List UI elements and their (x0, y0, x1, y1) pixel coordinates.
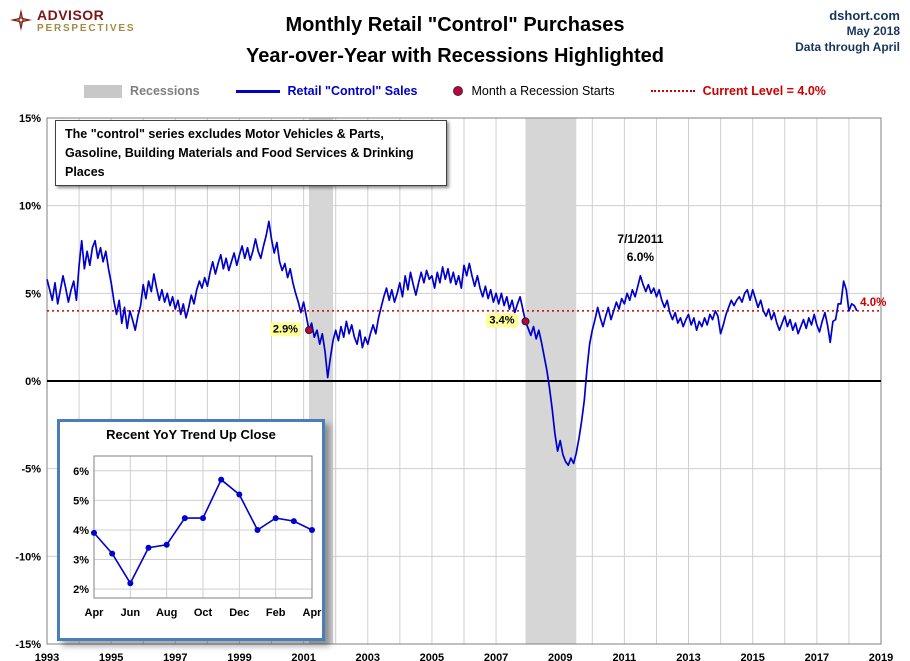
legend-recessions-label: Recessions (130, 84, 200, 98)
svg-text:2015: 2015 (740, 652, 764, 661)
svg-text:-15%: -15% (15, 639, 41, 651)
legend-recession-start-label: Month a Recession Starts (471, 84, 615, 98)
title-line-1: Monthly Retail "Control" Purchases (285, 14, 625, 36)
svg-text:-5%: -5% (21, 464, 41, 476)
legend-current-level-label: Current Level = 4.0% (702, 84, 826, 98)
svg-text:Dec: Dec (229, 607, 249, 619)
main-chart-svg: 1993 1995 1997 1999 2001 2003 2005 2007 2009 2011… (15, 113, 893, 661)
svg-text:Oct: Oct (194, 607, 213, 619)
inset-chart-svg: 6% 5% 4% 3% 2% Apr Jun Aug Oct Dec Feb Apr (73, 455, 322, 619)
legend-retail-label: Retail "Control" Sales (287, 84, 418, 98)
svg-text:2%: 2% (73, 584, 89, 596)
logo-advisor-text: ADVISOR (37, 7, 105, 23)
svg-text:-10%: -10% (15, 551, 41, 563)
svg-text:15%: 15% (19, 113, 41, 125)
svg-text:5%: 5% (25, 288, 41, 300)
peak-date: 7/1/2011 (617, 231, 664, 246)
svg-text:Jun: Jun (121, 607, 141, 619)
svg-text:2005: 2005 (420, 652, 444, 661)
legend-recessions: Recessions (84, 84, 200, 98)
svg-text:2009: 2009 (548, 652, 572, 661)
svg-text:5%: 5% (73, 495, 89, 507)
svg-text:1997: 1997 (163, 652, 187, 661)
source-site: dshort.com (829, 8, 900, 23)
title-line-2: Year-over-Year with Recessions Highlight… (246, 45, 664, 67)
dotted-line-swatch-icon (650, 90, 695, 92)
source-block: dshort.com May 2018 Data through April (795, 8, 900, 55)
red-dot-swatch-icon (453, 86, 464, 96)
compass-icon (10, 9, 32, 36)
inset-chart-panel: Recent YoY Trend Up Close 6% 5% 4% 3% 2% Apr J… (57, 419, 325, 641)
svg-text:0%: 0% (25, 376, 41, 388)
svg-text:1995: 1995 (99, 652, 123, 661)
current-level-value-label: 4.0% (860, 296, 887, 309)
control-series-note: The "control" series excludes Motor Vehi… (55, 120, 447, 187)
svg-text:10%: 10% (19, 201, 41, 213)
peak-2011-annotation: 7/1/2011 6.0% (617, 230, 663, 266)
source-date: May 2018 (846, 24, 900, 38)
advisor-perspectives-logo: ADVISOR PERSPECTIVES (10, 7, 136, 36)
svg-text:2019: 2019 (869, 652, 893, 661)
svg-text:Apr: Apr (303, 607, 322, 619)
legend-current-level: Current Level = 4.0% (650, 84, 826, 98)
source-data-through: Data through April (795, 40, 900, 55)
svg-text:2013: 2013 (676, 652, 700, 661)
recession-start-2007-label: 3.4% (486, 313, 518, 328)
svg-text:Apr: Apr (85, 607, 105, 619)
svg-text:2007: 2007 (484, 652, 508, 661)
legend-recession-start: Month a Recession Starts (453, 84, 615, 98)
svg-text:2011: 2011 (612, 652, 636, 661)
blue-line-swatch-icon (235, 89, 280, 93)
svg-text:2003: 2003 (356, 652, 380, 661)
svg-text:3%: 3% (73, 555, 89, 567)
logo-perspectives-text: PERSPECTIVES (37, 23, 136, 35)
svg-text:Aug: Aug (156, 607, 177, 619)
svg-text:1999: 1999 (227, 652, 251, 661)
svg-text:1993: 1993 (35, 652, 59, 661)
legend-retail-sales: Retail "Control" Sales (235, 84, 418, 98)
recession-swatch-icon (84, 84, 123, 98)
recession-start-2001-label: 2.9% (269, 322, 301, 337)
inset-title: Recent YoY Trend Up Close (106, 427, 276, 442)
svg-text:4%: 4% (73, 525, 89, 537)
page-title: Monthly Retail "Control" Purchases Year-… (160, 10, 750, 72)
chart-legend: Recessions Retail "Control" Sales Month … (0, 84, 910, 98)
svg-text:2017: 2017 (805, 652, 829, 661)
svg-text:2001: 2001 (291, 652, 315, 661)
svg-text:Feb: Feb (266, 607, 286, 619)
peak-value: 6.0% (626, 249, 655, 264)
svg-text:6%: 6% (73, 466, 89, 478)
